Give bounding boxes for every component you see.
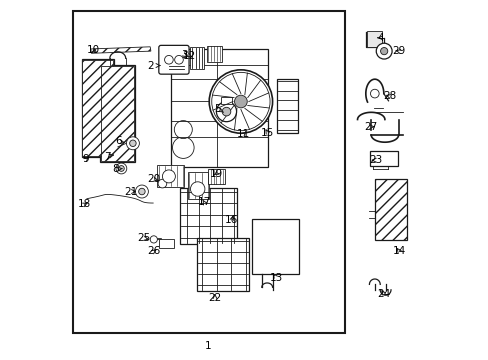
Text: 18: 18 (78, 199, 91, 210)
Text: 27: 27 (364, 122, 377, 132)
Text: 10: 10 (86, 45, 100, 55)
Text: 11: 11 (237, 129, 250, 139)
Circle shape (209, 70, 272, 133)
Text: 28: 28 (383, 91, 396, 102)
Text: 9: 9 (82, 154, 89, 164)
Text: 16: 16 (225, 215, 238, 225)
Circle shape (164, 55, 173, 64)
Text: 12: 12 (183, 51, 196, 61)
Text: 22: 22 (208, 293, 221, 303)
FancyBboxPatch shape (159, 45, 189, 74)
Circle shape (234, 95, 247, 108)
Circle shape (174, 55, 183, 64)
Bar (82, 60, 113, 156)
Text: 3: 3 (181, 50, 187, 60)
Text: 25: 25 (137, 233, 150, 243)
Circle shape (375, 43, 391, 59)
Bar (208, 169, 224, 184)
Text: 17: 17 (197, 197, 210, 207)
Bar (251, 219, 298, 274)
Text: 23: 23 (368, 155, 382, 165)
Circle shape (190, 182, 204, 196)
Circle shape (135, 185, 148, 198)
Text: 21: 21 (124, 186, 138, 197)
Text: 24: 24 (377, 289, 390, 300)
Text: 14: 14 (392, 246, 405, 256)
Circle shape (222, 107, 230, 116)
Circle shape (129, 140, 136, 147)
Polygon shape (91, 47, 151, 53)
Text: 19: 19 (209, 168, 223, 179)
Text: 5: 5 (214, 104, 223, 114)
Circle shape (158, 179, 166, 188)
Bar (180, 188, 237, 244)
Text: 20: 20 (147, 174, 160, 184)
Bar (170, 49, 267, 167)
Bar (197, 238, 249, 291)
Circle shape (162, 170, 175, 183)
Text: 8: 8 (112, 164, 122, 174)
Circle shape (380, 48, 387, 55)
Bar (159, 239, 174, 248)
Bar (81, 59, 114, 157)
Bar (369, 151, 397, 166)
Text: 7: 7 (103, 152, 113, 162)
Text: 2: 2 (146, 60, 160, 71)
Circle shape (126, 137, 139, 150)
Circle shape (118, 166, 124, 171)
Text: 6: 6 (115, 136, 124, 147)
Bar (73, 11, 345, 333)
Bar (276, 79, 298, 133)
Bar (366, 31, 381, 47)
Text: 29: 29 (391, 46, 405, 56)
Text: 4: 4 (377, 33, 383, 43)
Bar (101, 66, 134, 161)
Bar (187, 172, 209, 199)
Text: 13: 13 (269, 273, 282, 283)
Circle shape (139, 188, 145, 195)
Text: 26: 26 (147, 246, 160, 256)
Circle shape (172, 137, 194, 158)
Bar (206, 46, 222, 62)
Circle shape (150, 236, 157, 243)
Circle shape (174, 121, 192, 139)
Circle shape (116, 163, 126, 174)
Text: 15: 15 (261, 128, 274, 138)
Bar (374, 179, 407, 240)
Bar (101, 65, 134, 162)
Circle shape (370, 89, 378, 98)
Bar (221, 97, 231, 104)
Bar (157, 165, 184, 187)
Text: 1: 1 (205, 341, 211, 351)
Circle shape (216, 102, 236, 122)
Bar (189, 47, 204, 69)
